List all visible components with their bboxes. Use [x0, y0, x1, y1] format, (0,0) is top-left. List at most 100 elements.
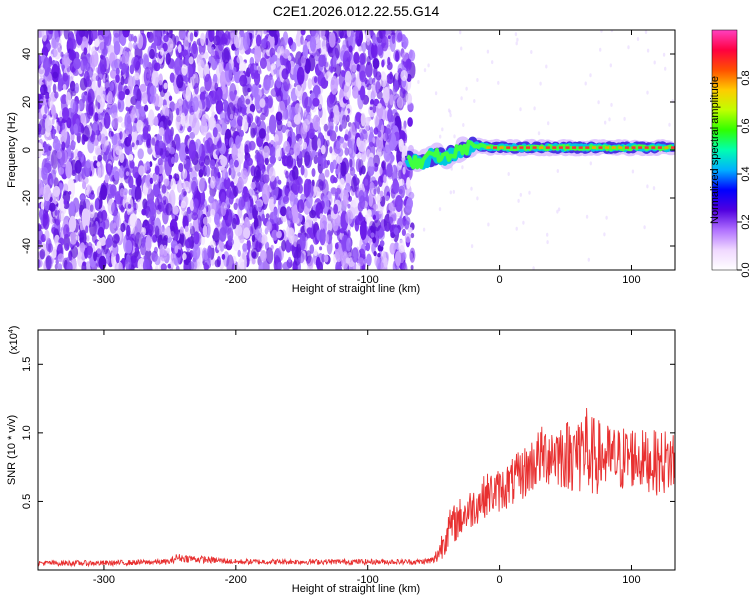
- noise-speckle: [100, 184, 108, 200]
- noise-speckle: [351, 176, 357, 193]
- noise-speckle: [294, 84, 302, 97]
- noise-speckle: [229, 83, 237, 102]
- noise-speckle: [584, 81, 587, 86]
- noise-speckle: [145, 234, 152, 252]
- noise-speckle: [179, 233, 186, 248]
- noise-speckle: [97, 154, 103, 162]
- noise-speckle: [339, 100, 344, 108]
- noise-speckle: [253, 165, 262, 183]
- noise-speckle: [142, 198, 148, 210]
- noise-speckle: [210, 208, 216, 217]
- noise-speckle: [355, 112, 363, 123]
- noise-speckle: [254, 94, 262, 110]
- noise-speckle: [286, 181, 290, 189]
- noise-speckle: [372, 58, 380, 70]
- noise-speckle-layer: [38, 30, 674, 270]
- noise-speckle: [208, 116, 217, 131]
- noise-speckle: [281, 239, 287, 252]
- noise-speckle: [182, 168, 188, 179]
- noise-speckle: [668, 122, 671, 127]
- noise-speckle: [219, 119, 223, 125]
- noise-speckle: [377, 103, 382, 109]
- noise-speckle: [79, 242, 86, 253]
- noise-speckle: [240, 145, 244, 153]
- noise-speckle: [258, 128, 266, 139]
- noise-speckle: [247, 63, 254, 73]
- noise-speckle: [461, 165, 464, 170]
- top-y-axis-label: Frequency (Hz): [6, 112, 18, 188]
- noise-speckle: [136, 119, 144, 134]
- noise-speckle: [623, 116, 626, 121]
- noise-speckle: [226, 254, 235, 270]
- noise-speckle: [313, 52, 321, 62]
- noise-speckle: [65, 91, 72, 106]
- noise-speckle: [170, 59, 176, 70]
- noise-speckle: [345, 257, 351, 264]
- noise-speckle: [220, 201, 227, 217]
- noise-speckle: [312, 97, 320, 107]
- noise-speckle: [225, 200, 230, 206]
- noise-speckle: [199, 177, 207, 192]
- bottom-y-ticks: 0.5 1.0 1.5: [21, 357, 675, 509]
- noise-speckle: [297, 199, 305, 214]
- noise-speckle: [54, 263, 58, 270]
- noise-speckle: [515, 41, 518, 46]
- noise-speckle: [153, 181, 161, 198]
- noise-speckle: [224, 208, 233, 227]
- noise-speckle: [62, 72, 69, 82]
- bottom-x-axis-label: Height of straight line (km): [292, 583, 420, 595]
- noise-speckle: [77, 150, 83, 158]
- noise-speckle: [187, 208, 193, 222]
- noise-speckle: [38, 179, 43, 197]
- noise-speckle: [401, 52, 409, 62]
- noise-speckle: [91, 190, 94, 195]
- noise-speckle: [410, 232, 415, 239]
- noise-speckle: [276, 30, 280, 34]
- noise-speckle: [528, 190, 531, 195]
- noise-speckle: [323, 123, 329, 132]
- y-tick-label: 1.5: [21, 357, 33, 372]
- noise-speckle: [39, 249, 46, 260]
- noise-speckle: [368, 193, 374, 207]
- noise-speckle: [405, 58, 412, 71]
- noise-speckle: [117, 101, 122, 110]
- noise-speckle: [188, 56, 194, 65]
- noise-speckle: [75, 235, 80, 241]
- noise-speckle: [129, 64, 135, 75]
- noise-speckle: [251, 83, 259, 98]
- noise-speckle: [191, 258, 198, 270]
- noise-speckle: [97, 62, 105, 80]
- noise-speckle: [125, 239, 133, 254]
- y-multiplier-label: (x104): [8, 326, 20, 355]
- noise-speckle: [104, 174, 110, 184]
- noise-speckle: [215, 174, 223, 190]
- noise-speckle: [653, 60, 656, 65]
- noise-speckle: [283, 140, 290, 155]
- noise-speckle: [360, 129, 368, 142]
- colorbar: 0.0 0.2 0.4 0.6 0.8 Normalized spectral ampl…: [709, 29, 750, 278]
- noise-speckle: [366, 209, 372, 218]
- noise-speckle: [162, 42, 168, 52]
- noise-speckle: [112, 234, 120, 244]
- noise-speckle: [372, 104, 377, 114]
- noise-speckle: [367, 156, 375, 177]
- noise-speckle: [133, 35, 138, 43]
- y-multiplier-prefix: (x10: [8, 333, 20, 354]
- noise-speckle: [406, 177, 411, 190]
- noise-speckle: [345, 172, 352, 187]
- noise-speckle: [80, 194, 85, 202]
- noise-speckle: [57, 253, 65, 263]
- noise-speckle: [519, 107, 522, 112]
- noise-speckle: [197, 217, 202, 227]
- noise-speckle: [72, 169, 76, 174]
- noise-speckle: [326, 220, 333, 233]
- noise-speckle: [441, 127, 444, 132]
- noise-speckle: [175, 265, 180, 270]
- noise-speckle: [373, 203, 378, 210]
- noise-speckle: [599, 47, 602, 52]
- noise-speckle: [339, 136, 345, 144]
- noise-speckle: [221, 48, 230, 64]
- noise-speckle: [491, 60, 494, 65]
- noise-speckle: [366, 37, 371, 46]
- noise-speckle: [256, 116, 261, 127]
